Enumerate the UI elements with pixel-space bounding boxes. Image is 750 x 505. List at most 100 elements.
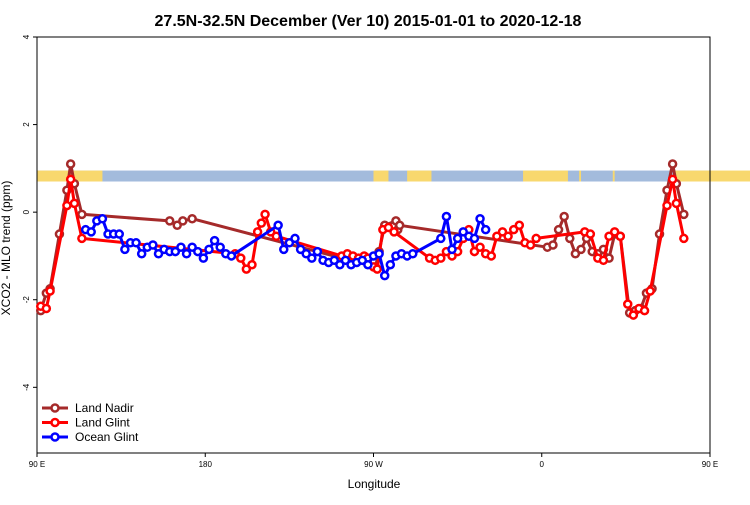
data-point bbox=[639, 305, 650, 316]
data-point bbox=[441, 211, 452, 222]
legend-label: Land Nadir bbox=[75, 401, 134, 415]
legend-label: Land Glint bbox=[75, 416, 130, 430]
data-point bbox=[236, 253, 246, 263]
x-tick-label: 90 W bbox=[364, 460, 383, 469]
legend-label: Ocean Glint bbox=[75, 430, 139, 444]
data-point bbox=[475, 213, 485, 224]
data-point bbox=[279, 244, 289, 255]
band-land-segment bbox=[579, 170, 582, 182]
data-point bbox=[209, 235, 220, 246]
data-point bbox=[252, 227, 263, 237]
data-point bbox=[598, 255, 609, 266]
data-point bbox=[69, 198, 80, 209]
data-point bbox=[148, 240, 158, 250]
data-point bbox=[77, 233, 87, 244]
data-point bbox=[260, 209, 270, 220]
legend-marker bbox=[50, 403, 60, 413]
data-point bbox=[679, 233, 689, 244]
series-layer bbox=[35, 159, 689, 320]
chart-title: 27.5N-32.5N December (Ver 10) 2015-01-01… bbox=[155, 13, 582, 30]
y-tick-label: -4 bbox=[22, 383, 31, 391]
data-point bbox=[475, 242, 485, 252]
band-land-segment bbox=[373, 170, 389, 182]
band-land-segment bbox=[523, 170, 568, 182]
data-point bbox=[645, 286, 655, 296]
x-tick-label: 90 E bbox=[702, 460, 718, 469]
legend-marker bbox=[50, 417, 60, 428]
data-point bbox=[41, 303, 52, 314]
data-point bbox=[662, 200, 672, 211]
y-tick-label: -2 bbox=[22, 296, 31, 304]
data-point bbox=[312, 246, 323, 257]
data-point bbox=[178, 216, 188, 226]
data-point bbox=[65, 159, 76, 169]
data-point bbox=[256, 218, 267, 228]
band-land-segment bbox=[612, 170, 615, 182]
data-point bbox=[374, 249, 384, 259]
data-point bbox=[226, 251, 237, 261]
data-point bbox=[204, 244, 214, 255]
data-point bbox=[436, 233, 446, 244]
data-point bbox=[372, 264, 382, 274]
data-point bbox=[622, 299, 633, 309]
data-point bbox=[131, 238, 141, 248]
land-ocean-band bbox=[37, 170, 750, 182]
band-land-segment bbox=[407, 170, 432, 182]
data-point bbox=[86, 227, 96, 237]
data-point bbox=[136, 249, 147, 259]
data-point bbox=[667, 159, 678, 169]
data-point bbox=[290, 233, 300, 244]
data-point bbox=[452, 233, 463, 244]
data-point bbox=[628, 310, 639, 320]
data-point bbox=[389, 227, 399, 237]
data-point bbox=[45, 286, 55, 296]
data-point bbox=[408, 249, 418, 259]
data-point bbox=[187, 213, 197, 224]
data-point bbox=[514, 220, 525, 231]
data-point bbox=[273, 220, 283, 231]
legend-marker bbox=[50, 432, 60, 442]
data-point bbox=[215, 242, 225, 252]
series-1 bbox=[35, 174, 689, 320]
data-point bbox=[525, 240, 536, 250]
data-point bbox=[193, 246, 203, 257]
y-tick-label: 4 bbox=[22, 34, 31, 39]
y-axis-label: XCO2 - MLO trend (ppm) bbox=[0, 181, 13, 316]
data-point bbox=[65, 174, 76, 185]
data-point bbox=[247, 259, 257, 270]
data-point bbox=[486, 251, 497, 261]
data-point bbox=[565, 233, 575, 244]
y-tick-label: 2 bbox=[22, 122, 31, 127]
data-point bbox=[114, 229, 125, 239]
data-point bbox=[164, 216, 175, 226]
y-axis: -4 -2 0 2 4 bbox=[22, 34, 37, 391]
data-point bbox=[97, 213, 108, 224]
data-point bbox=[307, 253, 317, 263]
data-point bbox=[553, 224, 564, 235]
data-point bbox=[379, 270, 390, 281]
x-axis-label: Longitude bbox=[348, 477, 401, 491]
data-point bbox=[394, 220, 405, 231]
series-2 bbox=[80, 211, 491, 281]
x-axis: 90 E 180 90 W 0 90 E bbox=[29, 453, 718, 469]
data-point bbox=[559, 211, 569, 222]
y-tick-label: 0 bbox=[22, 209, 31, 214]
data-point bbox=[447, 244, 457, 255]
x-tick-label: 90 E bbox=[29, 460, 45, 469]
data-point bbox=[385, 259, 396, 270]
data-point bbox=[77, 209, 87, 220]
data-point bbox=[548, 240, 558, 250]
x-tick-label: 180 bbox=[199, 460, 213, 469]
data-point bbox=[503, 231, 513, 241]
data-point bbox=[576, 244, 586, 255]
data-point bbox=[176, 242, 186, 252]
data-point bbox=[120, 244, 130, 255]
data-point bbox=[679, 209, 689, 220]
data-point bbox=[469, 233, 480, 244]
data-point bbox=[671, 198, 682, 209]
data-point bbox=[615, 231, 626, 241]
data-point bbox=[62, 200, 72, 211]
